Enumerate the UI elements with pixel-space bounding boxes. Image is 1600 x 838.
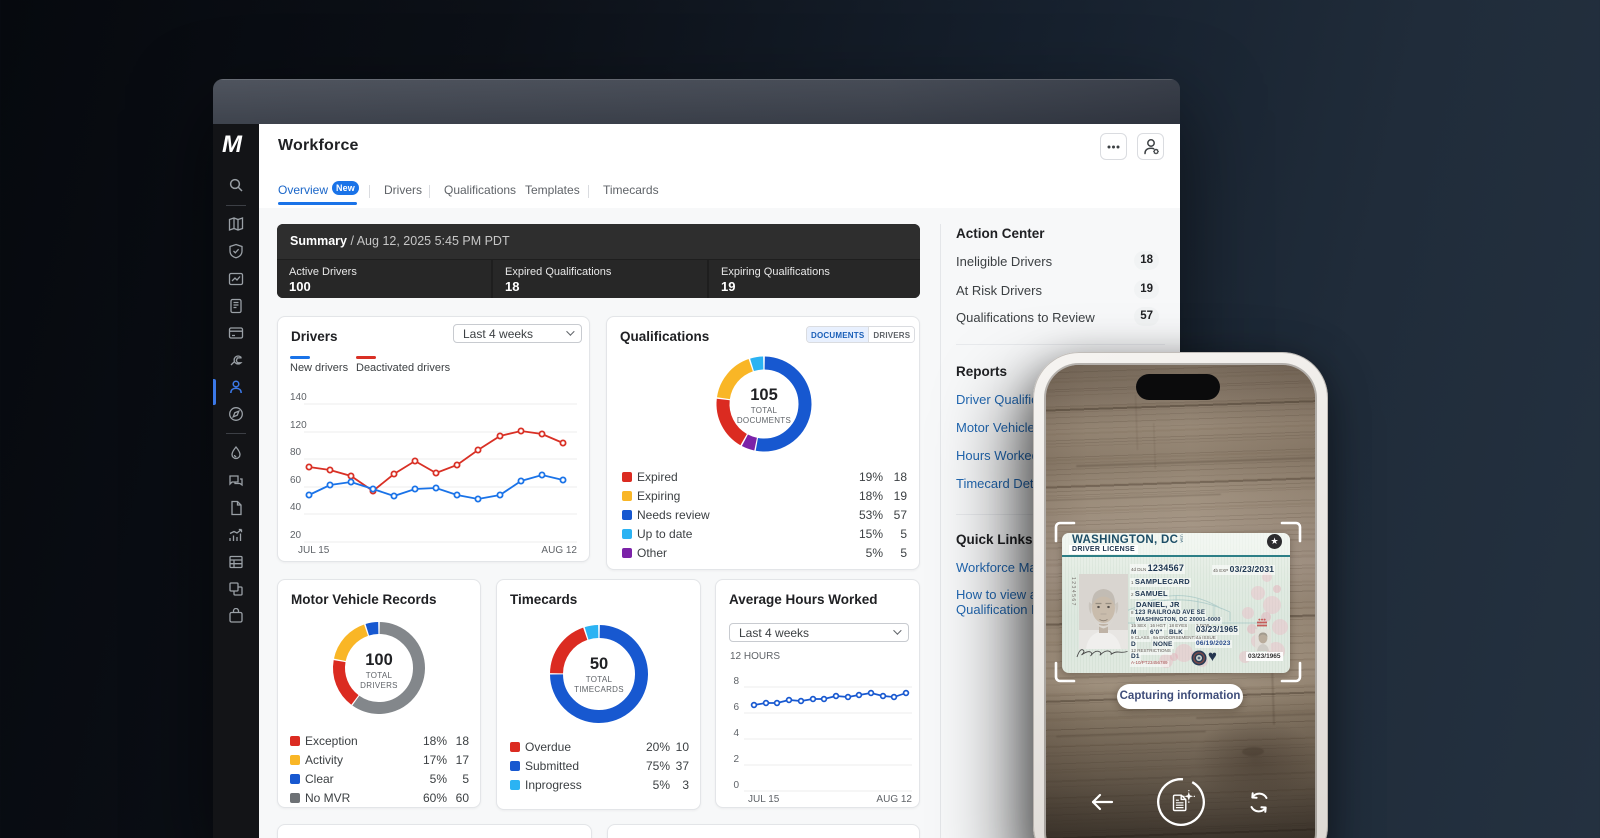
svg-text:0: 0 [733,780,739,791]
svg-text:6: 6 [733,702,739,713]
svg-text:4: 4 [733,728,739,739]
svg-text:AUG 12: AUG 12 [876,794,912,805]
svg-text:AUG 12: AUG 12 [541,545,577,556]
svg-text:120: 120 [290,420,307,431]
svg-text:2: 2 [733,754,739,765]
svg-text:40: 40 [290,502,302,513]
svg-text:20: 20 [290,530,302,541]
svg-text:JUL 15: JUL 15 [298,545,330,556]
svg-text:JUL 15: JUL 15 [748,794,780,805]
svg-text:8: 8 [733,676,739,687]
svg-text:60: 60 [290,475,302,486]
svg-text:80: 80 [290,447,302,458]
svg-text:140: 140 [290,392,307,403]
